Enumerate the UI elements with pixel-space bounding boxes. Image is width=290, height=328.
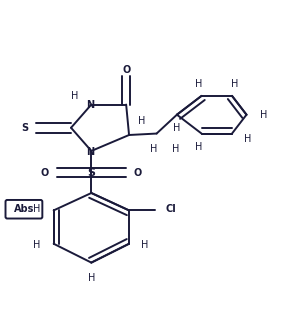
Text: H: H <box>88 273 95 283</box>
Text: H: H <box>244 134 252 144</box>
Text: H: H <box>260 110 268 120</box>
Text: H: H <box>195 79 202 89</box>
Text: H: H <box>141 240 149 250</box>
Text: H: H <box>173 123 181 133</box>
Text: N: N <box>86 147 95 157</box>
Text: H: H <box>150 145 157 154</box>
Text: O: O <box>123 65 131 75</box>
Text: H: H <box>172 145 179 154</box>
Text: O: O <box>134 168 142 178</box>
Text: Abs: Abs <box>14 204 34 214</box>
Text: O: O <box>41 168 49 178</box>
Text: H: H <box>71 91 78 101</box>
Text: S: S <box>21 123 28 133</box>
Text: H: H <box>195 142 202 152</box>
Text: H: H <box>138 116 146 126</box>
Text: H: H <box>32 240 40 250</box>
Text: S: S <box>87 168 95 178</box>
FancyBboxPatch shape <box>6 200 42 218</box>
Text: Cl: Cl <box>165 204 176 214</box>
Text: N: N <box>86 100 95 110</box>
Text: H: H <box>231 79 239 89</box>
Text: H: H <box>32 204 40 214</box>
